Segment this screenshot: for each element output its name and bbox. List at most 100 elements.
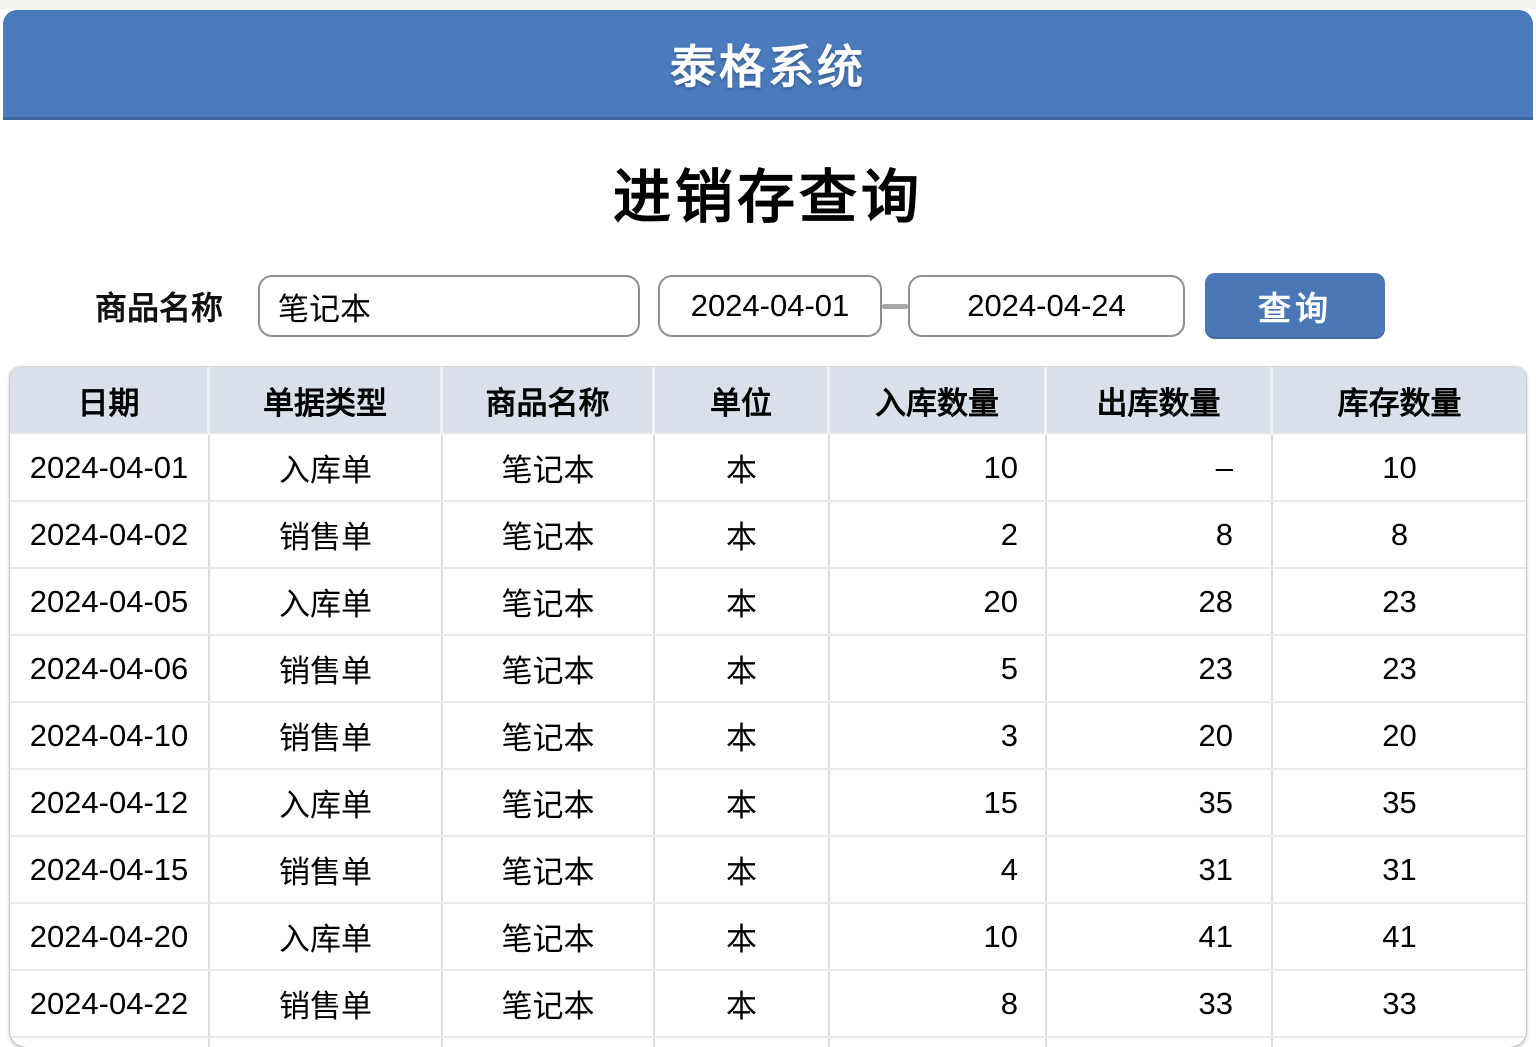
table-cell: 销售单 (210, 837, 443, 902)
table-cell: 笔记本 (443, 837, 655, 902)
column-header: 日期 (10, 367, 210, 433)
table-cell: 8 (1047, 502, 1273, 567)
table-row: 2024-04-10 销售单 笔记本本 3 20 20 (10, 701, 1526, 768)
table-cell: 销售单 (210, 703, 443, 768)
table-cell (655, 1038, 830, 1047)
table-cell: 2024-04-15 (10, 837, 210, 902)
table-row: 2024-04-15 销售单 笔记本本 4 31 31 (10, 835, 1526, 902)
table-row-clipped (10, 1036, 1526, 1047)
table-cell: 10 (1382, 449, 1417, 485)
table-cell: 入库单 (210, 569, 443, 634)
table-row: 2024-04-06 销售单 笔记本本 5 23 23 (10, 634, 1526, 701)
table-cell: 2024-04-05 (10, 569, 210, 634)
date-to-input[interactable] (908, 275, 1185, 337)
app-title: 泰格系统 (670, 40, 866, 93)
table-cell: 入库单 (210, 435, 443, 500)
column-header: 单据类型 (210, 367, 443, 433)
app-header: 泰格系统 (3, 10, 1533, 120)
date-from-input[interactable] (658, 275, 882, 337)
product-name-input[interactable] (258, 275, 640, 337)
product-name-label: 商品名称 (95, 290, 224, 326)
table-cell: 2024-04-12 (10, 770, 210, 835)
table-cell: 41 (1382, 918, 1417, 954)
table-row: 2024-04-01 入库单 笔记本本 10–10 (10, 433, 1526, 500)
table-cell: 2 (830, 502, 1047, 567)
table-cell: 20 (1047, 703, 1273, 768)
table-cell: 23 (1382, 650, 1417, 686)
table-cell: 15 (830, 770, 1047, 835)
table-cell: 销售单 (210, 971, 443, 1036)
table-cell: 本 (655, 837, 830, 902)
table-cell: 本 (655, 636, 830, 701)
column-header: 入库数量 (830, 367, 1047, 433)
table-cell: 笔记本 (443, 770, 655, 835)
table-cell: 35 (1382, 784, 1417, 820)
column-header: 商品名称 (443, 367, 655, 433)
top-strip (0, 0, 1536, 10)
table-row: 2024-04-20 入库单 笔记本本 10 41 41 (10, 902, 1526, 969)
page-title: 进销存查询 (612, 165, 923, 230)
table-cell: 10 (830, 904, 1047, 969)
table-cell: 本 (655, 971, 830, 1036)
table-cell: 4 (830, 837, 1047, 902)
table-cell: 2024-04-10 (10, 703, 210, 768)
table-cell (443, 1038, 655, 1047)
table-cell: 20 (1382, 717, 1417, 753)
table-cell: 10 (830, 435, 1047, 500)
table-cell: 笔记本 (443, 569, 655, 634)
table-cell: 本 (655, 502, 830, 567)
table-header-row: 日期 单据类型 商品名称 单位 入库数量 出库数量 库存数量 (10, 367, 1526, 433)
table-row: 2024-04-02 销售单 笔记本本 2 8 8 (10, 500, 1526, 567)
table-row: 2024-04-12 入库单 笔记本本 15 35 35 (10, 768, 1526, 835)
table-cell: 本 (655, 435, 830, 500)
table-cell: 笔记本 (443, 435, 655, 500)
table-cell: 33 (1047, 971, 1273, 1036)
table-cell: 28 (1047, 569, 1273, 634)
table-cell: 入库单 (210, 770, 443, 835)
table-cell: 本 (655, 904, 830, 969)
table-cell: 23 (1382, 583, 1417, 619)
table-cell: 本 (655, 703, 830, 768)
table-body: 2024-04-01 入库单 笔记本本 10–10 2024-04-02 销售单 笔记本本 2… (10, 433, 1526, 1047)
table-cell: – (1047, 435, 1273, 500)
column-header: 出库数量 (1047, 367, 1273, 433)
table-cell: 2024-04-22 (10, 971, 210, 1036)
table-cell: 2024-04-20 (10, 904, 210, 969)
table-cell: 笔记本 (443, 904, 655, 969)
table-cell: 33 (1382, 985, 1417, 1021)
table-cell: 笔记本 (443, 703, 655, 768)
table-cell: 销售单 (210, 636, 443, 701)
inventory-table: 日期 单据类型 商品名称 单位 入库数量 出库数量 库存数量 2024-04-01 入库单 笔记… (10, 367, 1526, 1047)
table-cell (10, 1038, 210, 1047)
table-cell: 本 (655, 569, 830, 634)
table-cell: 20 (830, 569, 1047, 634)
query-button[interactable]: 查询 (1205, 273, 1385, 339)
date-range-separator (882, 303, 908, 309)
table-row: 2024-04-22 销售单 笔记本本 8 33 33 (10, 969, 1526, 1036)
table-cell: 5 (830, 636, 1047, 701)
table-cell: 3 (830, 703, 1047, 768)
table-cell: 笔记本 (443, 636, 655, 701)
table-cell: 笔记本 (443, 971, 655, 1036)
table-cell: 35 (1047, 770, 1273, 835)
table-cell: 2024-04-06 (10, 636, 210, 701)
column-header: 库存数量 (1337, 385, 1462, 421)
table-cell: 41 (1047, 904, 1273, 969)
table-cell (830, 1038, 1047, 1047)
table-cell: 8 (830, 971, 1047, 1036)
table-cell: 销售单 (210, 502, 443, 567)
table-cell: 23 (1047, 636, 1273, 701)
table-cell (1047, 1038, 1273, 1047)
table-cell: 本 (655, 770, 830, 835)
table-cell: 笔记本 (443, 502, 655, 567)
table-cell: 入库单 (210, 904, 443, 969)
table-cell: 2024-04-01 (10, 435, 210, 500)
search-form: 商品名称 查询 (95, 273, 1536, 339)
table-cell: 8 (1390, 516, 1409, 552)
table-row: 2024-04-05 入库单 笔记本本 20 28 23 (10, 567, 1526, 634)
column-header: 单位 (655, 367, 830, 433)
table-cell: 31 (1382, 851, 1417, 887)
table-cell (210, 1038, 443, 1047)
table-cell (1273, 1038, 1526, 1047)
